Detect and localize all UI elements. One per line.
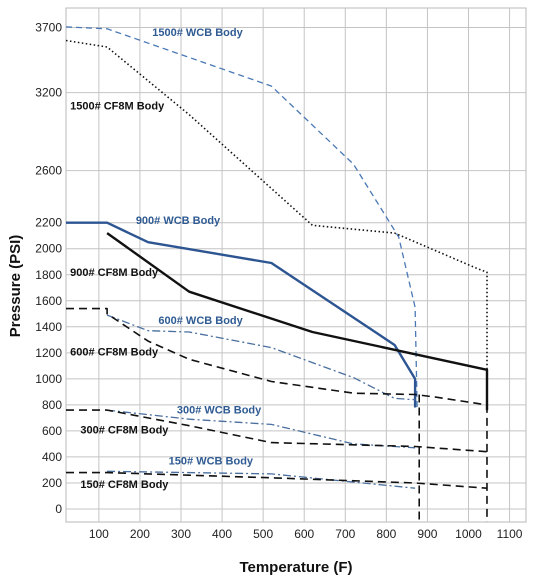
series-line — [65, 26, 418, 411]
series-label: 1500# WCB Body — [152, 27, 243, 39]
y-tick-label: 1000 — [35, 372, 62, 386]
series-lines — [65, 26, 489, 522]
y-tick-label: 3200 — [35, 86, 62, 100]
series-line — [107, 409, 416, 449]
y-tick-label: 0 — [55, 502, 62, 516]
x-tick-label: 300 — [171, 527, 191, 541]
series-label: 150# CF8M Body — [80, 479, 169, 491]
series-line — [106, 232, 489, 411]
y-tick-label: 600 — [42, 424, 62, 438]
series-label: 600# CF8M Body — [70, 346, 159, 358]
series-line — [66, 409, 488, 453]
x-tick-label: 1000 — [455, 527, 482, 541]
y-tick-label: 800 — [42, 398, 62, 412]
series-label: 900# CF8M Body — [70, 267, 159, 279]
series-label: 600# WCB Body — [158, 315, 243, 327]
tick-labels: 100 200 300 400 500 600 700 800 900 1000 1100 0 200 4… — [35, 21, 522, 541]
y-tick-label: 200 — [42, 476, 62, 490]
x-tick-label: 700 — [335, 527, 355, 541]
series-line — [66, 221, 417, 408]
series-line — [107, 470, 416, 489]
y-tick-label: 2000 — [35, 242, 62, 256]
x-tick-label: 100 — [89, 527, 109, 541]
x-tick-label: 400 — [212, 527, 232, 541]
y-tick-label: 1800 — [35, 268, 62, 282]
y-tick-label: 2200 — [35, 216, 62, 230]
series-label: 150# WCB Body — [169, 456, 254, 468]
x-tick-label: 500 — [253, 527, 273, 541]
series-line — [66, 307, 488, 406]
x-axis-title: Temperature (F) — [239, 559, 352, 576]
series-labels: 1500# WCB Body 1500# CF8M Body 900# WCB Bo… — [70, 27, 262, 491]
y-tick-label: 1200 — [35, 346, 62, 360]
x-tick-label: 800 — [376, 527, 396, 541]
series-label: 1500# CF8M Body — [70, 100, 165, 112]
series-line — [106, 314, 416, 401]
x-tick-label: 1100 — [497, 527, 523, 541]
series-label: 300# CF8M Body — [80, 425, 169, 437]
series-label: 900# WCB Body — [136, 215, 221, 227]
y-tick-label: 1600 — [35, 294, 62, 308]
y-tick-label: 2600 — [35, 164, 62, 178]
y-tick-label: 400 — [42, 450, 62, 464]
x-tick-label: 900 — [417, 527, 437, 541]
y-axis-title: Pressure (PSI) — [7, 235, 24, 338]
x-tick-label: 200 — [130, 527, 150, 541]
series-label: 300# WCB Body — [177, 404, 262, 416]
grid — [65, 7, 527, 523]
plot-frame — [65, 7, 527, 523]
y-tick-label: 3700 — [35, 21, 62, 35]
y-tick-label: 1400 — [35, 320, 62, 334]
x-tick-label: 600 — [294, 527, 314, 541]
